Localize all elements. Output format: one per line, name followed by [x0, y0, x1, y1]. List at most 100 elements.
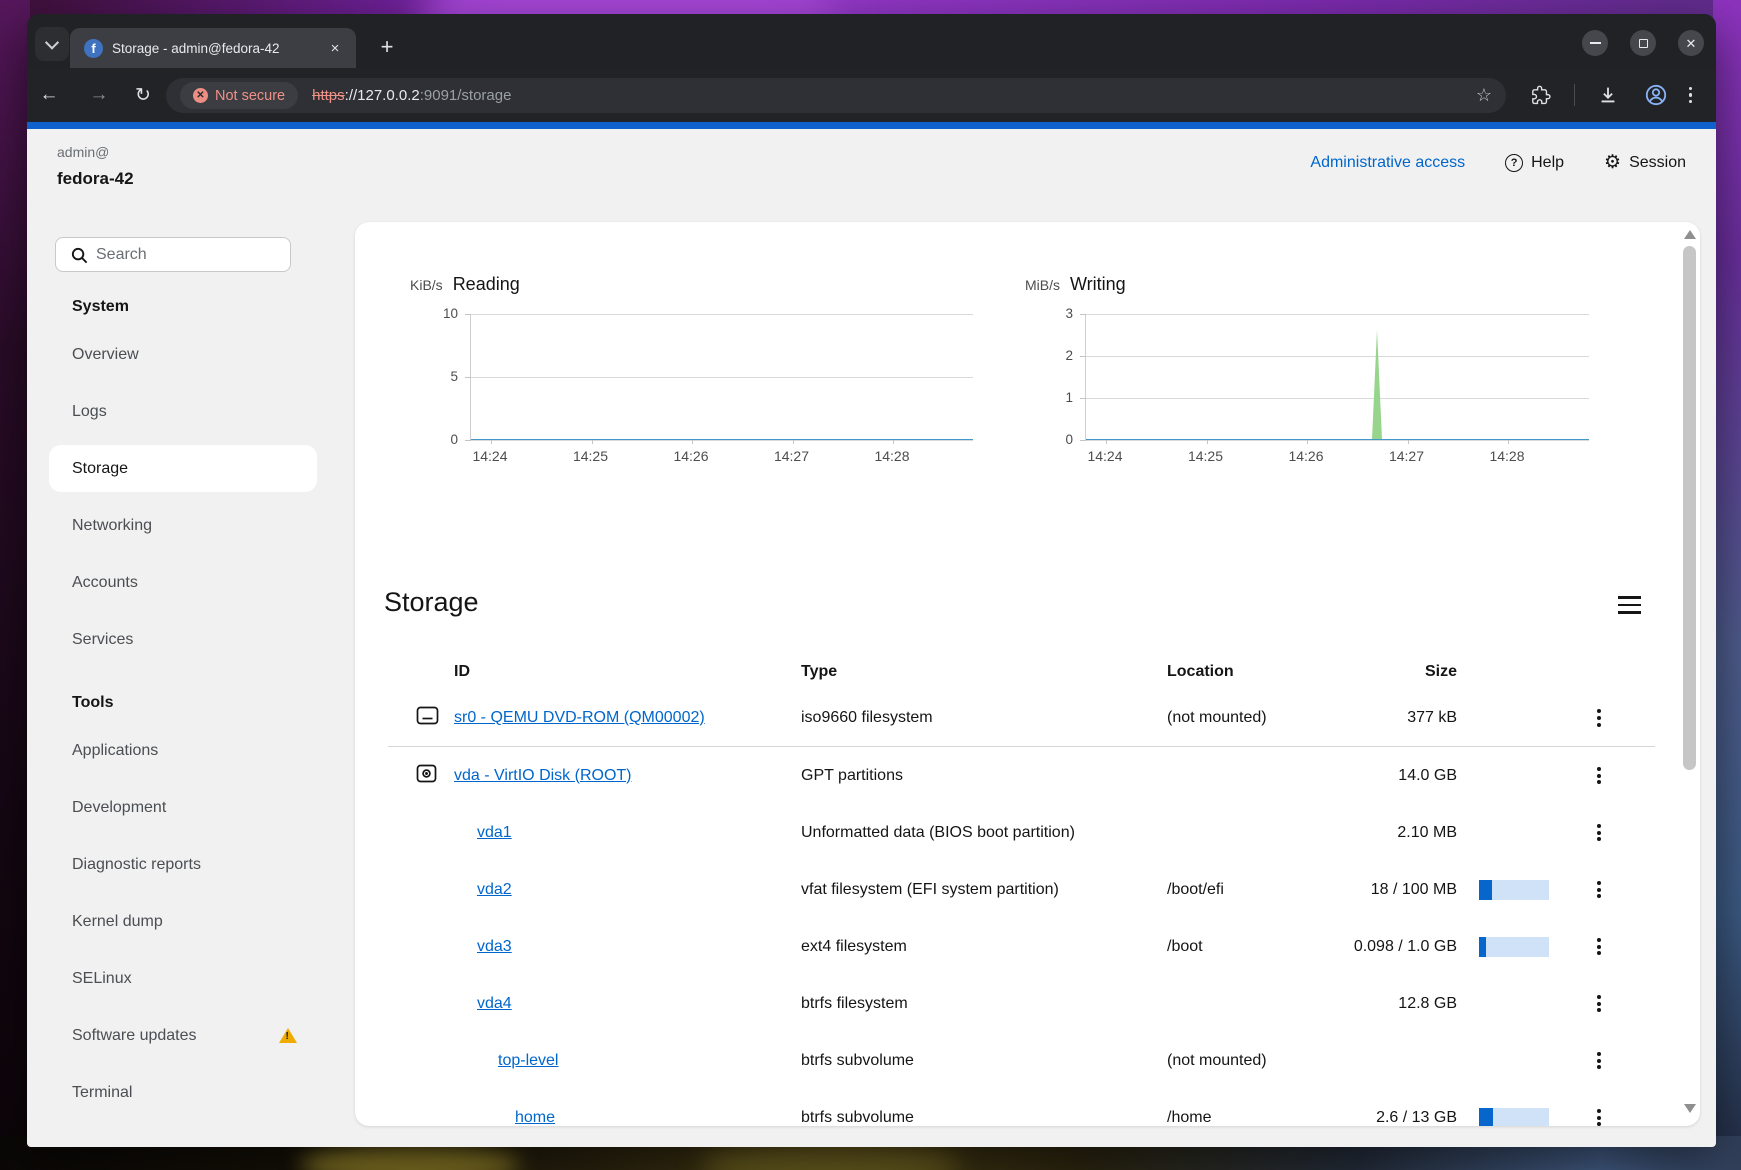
gridline — [1086, 439, 1589, 441]
extensions-icon[interactable] — [1526, 85, 1556, 106]
location-cell: /boot/efi — [1167, 880, 1224, 898]
size-cell: 12.8 GB — [1398, 994, 1457, 1012]
id-cell: vda2 — [477, 881, 512, 899]
browser-tab[interactable]: f Storage - admin@fedora-42 × — [70, 28, 356, 68]
close-button[interactable]: ✕ — [1678, 30, 1704, 56]
column-header-location: Location — [1167, 663, 1234, 680]
row-kebab-menu[interactable] — [1584, 818, 1614, 848]
device-link[interactable]: home — [515, 1108, 556, 1126]
device-link[interactable]: vda2 — [477, 880, 512, 898]
tab-search-button[interactable] — [35, 27, 69, 61]
sidebar-item-software-updates[interactable]: Software updates! — [55, 1007, 317, 1064]
warning-icon: ! — [279, 1028, 297, 1043]
table-row: top-level btrfs subvolume (not mounted) — [388, 1032, 1655, 1089]
usage-bar — [1479, 1107, 1549, 1126]
toolbar-divider — [1573, 84, 1575, 106]
maximize-icon — [1638, 38, 1648, 48]
profile-avatar-icon[interactable] — [1641, 83, 1671, 107]
session-menu[interactable]: ⚙ Session — [1604, 153, 1686, 172]
usage-bar — [1479, 936, 1549, 957]
search-icon — [71, 247, 88, 264]
device-link[interactable]: top-level — [498, 1051, 559, 1069]
chart-title: Writing — [1070, 274, 1126, 294]
sidebar: Search System Overview Logs Storage Networki… — [49, 237, 317, 1121]
row-kebab-menu[interactable] — [1584, 1046, 1614, 1076]
row-kebab-menu[interactable] — [1584, 703, 1614, 733]
back-button[interactable]: ← — [39, 84, 59, 105]
tab-close-button[interactable]: × — [330, 39, 340, 57]
sidebar-item-development[interactable]: Development — [55, 779, 317, 836]
minimize-button[interactable] — [1582, 30, 1608, 56]
sidebar-item-services[interactable]: Services — [55, 611, 317, 668]
device-link[interactable]: vda1 — [477, 823, 512, 841]
downloads-icon[interactable] — [1593, 84, 1623, 106]
cockpit-page: admin@ fedora-42 Administrative access ?… — [27, 129, 1716, 1147]
row-kebab-menu[interactable] — [1584, 1103, 1614, 1126]
reload-button[interactable]: ↻ — [135, 84, 151, 106]
row-kebab-menu[interactable] — [1584, 875, 1614, 905]
type-cell: btrfs filesystem — [801, 994, 908, 1012]
sidebar-item-logs[interactable]: Logs — [55, 383, 317, 440]
y-tick-label: 1 — [1065, 390, 1073, 405]
masthead-actions: Administrative access ? Help ⚙ Session — [1310, 153, 1686, 172]
type-cell: iso9660 filesystem — [801, 709, 933, 726]
id-cell: vda1 — [477, 824, 512, 842]
sidebar-item-networking[interactable]: Networking — [55, 497, 317, 554]
address-bar[interactable]: ✕ Not secure https://127.0.0.2:9091/stor… — [166, 78, 1506, 113]
sidebar-item-storage[interactable]: Storage — [49, 440, 317, 497]
forward-button[interactable]: → — [89, 84, 109, 105]
y-tick-label: 10 — [442, 306, 458, 321]
x-tick-label: 14:27 — [773, 448, 810, 464]
device-link[interactable]: vda4 — [477, 994, 512, 1012]
y-axis-labels: 10 5 0 — [400, 306, 458, 447]
column-header-id: ID — [454, 663, 470, 680]
y-tick-label: 0 — [1065, 432, 1073, 447]
size-cell: 0.098 / 1.0 GB — [1353, 937, 1457, 955]
sidebar-item-label: Development — [72, 798, 167, 816]
search-input[interactable]: Search — [55, 237, 291, 272]
sidebar-item-accounts[interactable]: Accounts — [55, 554, 317, 611]
row-kebab-menu[interactable] — [1584, 932, 1614, 962]
cockpit-accent-bar — [27, 122, 1716, 129]
x-tick — [692, 440, 693, 444]
device-link[interactable]: sr0 - QEMU DVD-ROM (QM00002) — [454, 709, 705, 726]
x-tick-label: 14:28 — [874, 448, 910, 464]
device-link[interactable]: vda3 — [477, 937, 512, 955]
device-link[interactable]: vda - VirtIO Disk (ROOT) — [454, 766, 632, 784]
storage-section-title: Storage — [384, 587, 479, 617]
storage-menu-button[interactable] — [1611, 590, 1647, 620]
size-cell: 2.6 / 13 GB — [1376, 1108, 1457, 1126]
scrollbar-down-arrow[interactable] — [1684, 1104, 1696, 1113]
sidebar-item-applications[interactable]: Applications — [55, 722, 317, 779]
chart-plot — [1080, 313, 1589, 444]
toolbar-right — [1526, 81, 1717, 109]
sidebar-item-label: Overview — [72, 345, 139, 363]
bookmark-star-icon[interactable]: ☆ — [1475, 85, 1492, 105]
maximize-button[interactable] — [1630, 30, 1656, 56]
sidebar-item-kernel-dump[interactable]: Kernel dump — [55, 893, 317, 950]
location-cell: /home — [1167, 1108, 1212, 1126]
not-secure-chip[interactable]: ✕ Not secure — [180, 82, 299, 109]
browser-menu-icon[interactable] — [1688, 86, 1692, 104]
sidebar-item-diagnostic-reports[interactable]: Diagnostic reports — [55, 836, 317, 893]
y-tick-label: 2 — [1065, 348, 1073, 363]
sidebar-item-terminal[interactable]: Terminal — [55, 1064, 317, 1121]
size-cell: 377 kB — [1407, 709, 1457, 726]
usage-bar-fill — [1479, 1107, 1493, 1126]
row-kebab-menu[interactable] — [1584, 761, 1614, 791]
scrollbar-thumb[interactable] — [1683, 246, 1696, 770]
scrollbar-up-arrow[interactable] — [1684, 230, 1696, 239]
sidebar-item-overview[interactable]: Overview — [55, 326, 317, 383]
y-tick — [1080, 313, 1086, 315]
size-cell: 2.10 MB — [1397, 823, 1457, 841]
table-row: vda1 Unformatted data (BIOS boot partitio… — [388, 804, 1655, 861]
new-tab-button[interactable]: + — [380, 34, 394, 59]
x-tick — [1106, 440, 1107, 444]
url-host: ://127.0.0.2 — [344, 87, 420, 104]
url-text: https://127.0.0.2:9091/storage — [312, 87, 511, 104]
help-menu[interactable]: ? Help — [1505, 153, 1564, 172]
x-tick-label: 14:25 — [1187, 448, 1224, 464]
sidebar-item-selinux[interactable]: SELinux — [55, 950, 317, 1007]
row-kebab-menu[interactable] — [1584, 989, 1614, 1019]
administrative-access-link[interactable]: Administrative access — [1310, 153, 1466, 171]
